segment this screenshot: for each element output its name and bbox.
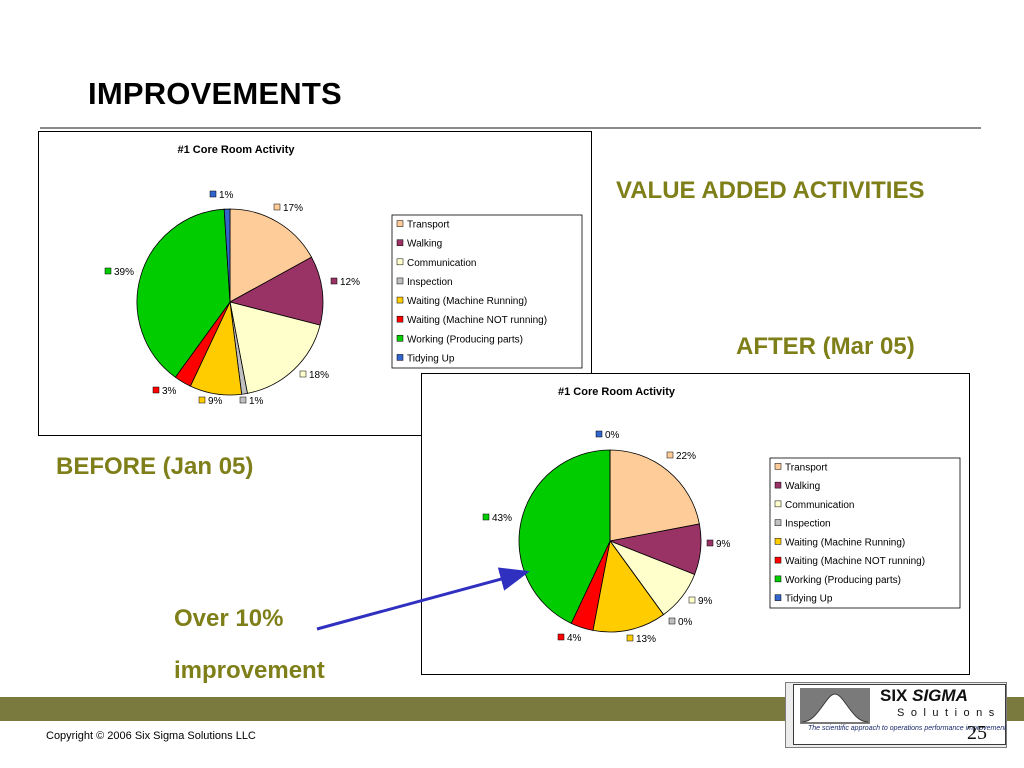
legend-key bbox=[396, 335, 404, 342]
data-label-key bbox=[688, 596, 696, 604]
data-label-key bbox=[239, 396, 247, 404]
copyright: Copyright © 2006 Six Sigma Solutions LLC bbox=[46, 730, 256, 742]
legend-label: Tidying Up bbox=[785, 594, 833, 605]
pie-chart-svg: #1 Core Room Activity 17% 12% 18% 1% 9% 3% 39% 1… bbox=[104, 144, 583, 407]
legend-key bbox=[396, 277, 404, 285]
data-label: 12% bbox=[340, 277, 360, 288]
legend-label: Inspection bbox=[785, 519, 831, 530]
data-label-key bbox=[706, 539, 714, 547]
data-label: 1% bbox=[219, 190, 234, 201]
data-label-key bbox=[626, 634, 634, 642]
pie-slice bbox=[229, 301, 321, 394]
data-label-key bbox=[104, 267, 112, 275]
legend-key bbox=[774, 594, 782, 601]
data-label-key bbox=[198, 396, 206, 404]
legend-box bbox=[769, 457, 961, 609]
before-label: BEFORE (Jan 05) bbox=[56, 453, 254, 480]
legend-key bbox=[774, 538, 782, 545]
title-divider bbox=[40, 127, 981, 129]
pie-slice bbox=[592, 540, 665, 633]
legend-key bbox=[396, 258, 404, 266]
legend-label: Walking bbox=[785, 481, 820, 492]
data-label: 17% bbox=[283, 203, 303, 214]
slide-title: IMPROVEMENTS bbox=[88, 76, 342, 111]
value-added-label: VALUE ADDED ACTIVITIES bbox=[616, 177, 925, 204]
data-label: 9% bbox=[698, 596, 713, 607]
data-label: 22% bbox=[676, 451, 696, 462]
data-label-key bbox=[273, 203, 281, 211]
data-label-key bbox=[152, 386, 160, 394]
pie-slice bbox=[609, 449, 700, 542]
legend-key bbox=[396, 239, 404, 246]
legend-key bbox=[774, 556, 782, 564]
legend-key bbox=[774, 481, 782, 489]
legend-key bbox=[396, 296, 404, 304]
legend-label: Communication bbox=[407, 258, 476, 269]
logo-name: SIX SIGMA bbox=[880, 686, 968, 706]
improvement-line-2: improvement bbox=[174, 657, 325, 684]
data-label: 43% bbox=[492, 513, 512, 524]
data-label: 4% bbox=[567, 633, 582, 644]
data-label: 1% bbox=[249, 396, 264, 407]
logo-subtitle: Solutions bbox=[897, 707, 1001, 719]
legend-key bbox=[396, 354, 404, 361]
legend-key bbox=[396, 315, 404, 323]
legend-label: Working (Producing parts) bbox=[785, 575, 901, 586]
chart-title: #1 Core Room Activity bbox=[178, 144, 296, 156]
data-label-key bbox=[595, 430, 603, 438]
data-label: 0% bbox=[605, 430, 620, 441]
legend-label: Transport bbox=[785, 462, 828, 473]
data-label-key bbox=[299, 370, 307, 378]
data-label: 0% bbox=[678, 617, 693, 628]
data-label: 9% bbox=[716, 539, 731, 550]
chart-after: #1 Core Room Activity 22% 9% 9% 0% 13% 4% 43% 0%… bbox=[421, 373, 970, 675]
data-label: 39% bbox=[114, 267, 134, 278]
legend-key bbox=[774, 500, 782, 508]
data-label-key bbox=[557, 633, 565, 641]
pie-slice bbox=[223, 208, 231, 303]
pie-slice bbox=[518, 449, 611, 624]
data-label-key bbox=[666, 451, 674, 459]
data-label: 9% bbox=[208, 396, 223, 407]
legend-label: Walking bbox=[407, 239, 442, 250]
chart-title: #1 Core Room Activity bbox=[558, 386, 676, 398]
after-label: AFTER (Mar 05) bbox=[736, 333, 915, 360]
legend-label: Working (Producing parts) bbox=[407, 334, 523, 345]
legend-label: Transport bbox=[407, 220, 450, 231]
legend-label: Tidying Up bbox=[407, 353, 455, 364]
data-label-key bbox=[482, 513, 490, 521]
pie-slice bbox=[228, 256, 324, 326]
data-label-key bbox=[209, 190, 217, 198]
legend-label: Communication bbox=[785, 500, 854, 511]
bell-curve-icon bbox=[800, 688, 870, 724]
logo-name-six: SIX bbox=[880, 686, 913, 705]
legend-key bbox=[396, 220, 404, 227]
data-label-key bbox=[330, 277, 338, 285]
legend-key bbox=[774, 519, 782, 526]
improvement-line-1: Over 10% bbox=[174, 605, 284, 632]
data-label: 3% bbox=[162, 386, 177, 397]
legend-label: Waiting (Machine Running) bbox=[785, 537, 905, 548]
page-number: 25 bbox=[967, 722, 987, 744]
legend-key bbox=[774, 575, 782, 583]
pie-slice bbox=[136, 208, 231, 378]
legend-label: Waiting (Machine NOT running) bbox=[785, 556, 925, 567]
legend-label: Waiting (Machine Running) bbox=[407, 296, 527, 307]
data-label: 18% bbox=[309, 370, 329, 381]
logo-name-sigma: SIGMA bbox=[912, 686, 968, 705]
legend-key bbox=[774, 463, 782, 470]
data-label-key bbox=[668, 617, 676, 625]
pie-chart-svg: #1 Core Room Activity 22% 9% 9% 0% 13% 4% 43% 0%… bbox=[482, 386, 961, 645]
data-label: 13% bbox=[636, 634, 656, 645]
logo-tagline: The scientific approach to operations pe… bbox=[808, 725, 1007, 732]
legend-label: Inspection bbox=[407, 277, 453, 288]
pie-slice bbox=[229, 208, 313, 303]
legend-label: Waiting (Machine NOT running) bbox=[407, 315, 547, 326]
legend-box bbox=[391, 214, 583, 369]
